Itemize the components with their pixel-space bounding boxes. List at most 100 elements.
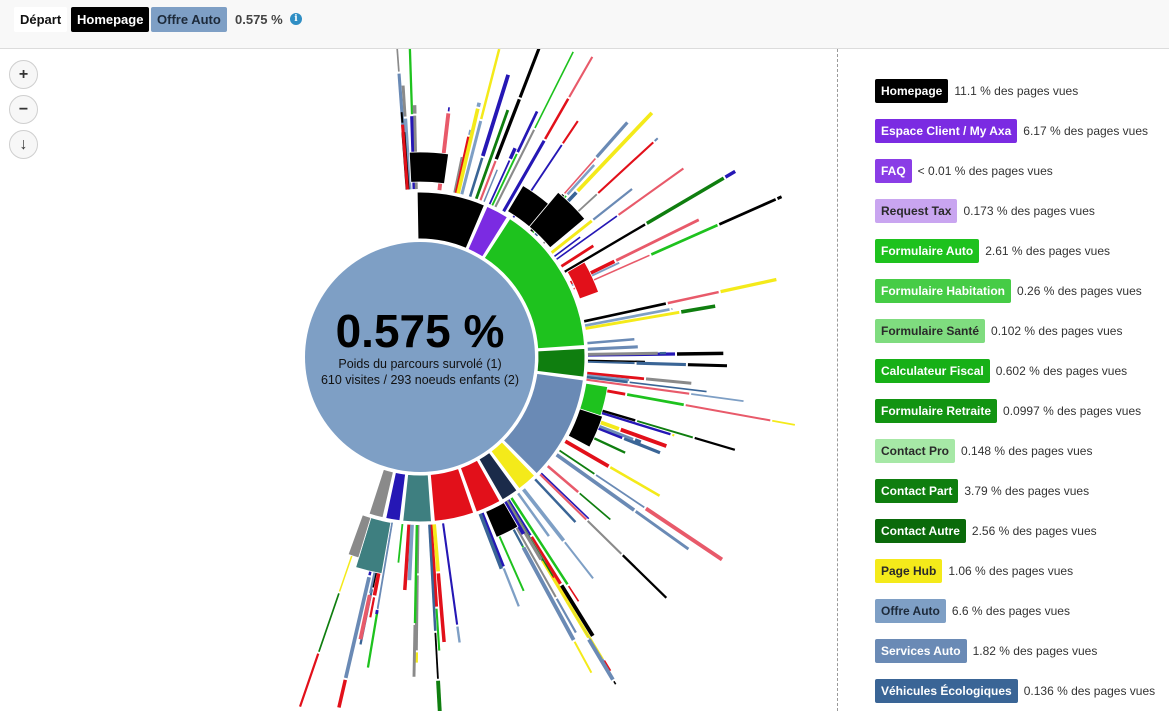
sunburst-ray[interactable]	[586, 375, 628, 384]
ring-segment[interactable]	[485, 501, 519, 538]
legend-item[interactable]: Request Tax 0.173 % des pages vues	[875, 199, 1095, 223]
ring-segment[interactable]	[528, 191, 586, 249]
sunburst-ray[interactable]	[587, 345, 638, 351]
ring-segment[interactable]	[478, 451, 518, 501]
sunburst-ray[interactable]	[540, 472, 590, 520]
sunburst-ray[interactable]	[481, 74, 510, 157]
sunburst-ray[interactable]	[691, 393, 744, 402]
sunburst-ray[interactable]	[564, 223, 646, 273]
sunburst-ray[interactable]	[559, 584, 595, 637]
sunburst-ray[interactable]	[510, 497, 569, 586]
ring-segment[interactable]	[536, 347, 586, 378]
sunburst-ray[interactable]	[597, 141, 654, 194]
sunburst-ray[interactable]	[645, 176, 725, 225]
legend-item[interactable]: Offre Auto 6.6 % des pages vues	[875, 599, 1070, 623]
sunburst-ray[interactable]	[534, 51, 574, 129]
sunburst-ray[interactable]	[318, 593, 340, 653]
legend-label[interactable]: Homepage	[875, 79, 949, 103]
sunburst-ray[interactable]	[375, 609, 379, 615]
ring-segment[interactable]	[429, 467, 475, 522]
sunburst-ray[interactable]	[554, 236, 581, 257]
sunburst-ray[interactable]	[503, 501, 526, 535]
legend-label[interactable]: Formulaire Habitation	[875, 279, 1012, 303]
ring-segment[interactable]	[490, 441, 536, 490]
sunburst-ray[interactable]	[454, 136, 470, 194]
sunburst-ray[interactable]	[337, 679, 348, 708]
sunburst-ray[interactable]	[517, 492, 550, 537]
sunburst-ray[interactable]	[456, 626, 461, 643]
legend-item[interactable]: Calculateur Fiscal 0.602 % des pages vues	[875, 359, 1127, 383]
sunburst-chart[interactable]: 0.575 % Poids du parcours survolé (1) 61…	[0, 49, 835, 711]
sunburst-ray[interactable]	[434, 632, 439, 679]
ring-segment[interactable]	[459, 459, 501, 513]
zoom-out-button[interactable]: −	[9, 95, 38, 124]
sunburst-ray[interactable]	[586, 378, 690, 395]
sunburst-ray[interactable]	[587, 359, 645, 363]
sunburst-ring-level-1[interactable]	[347, 151, 609, 575]
sunburst-ray[interactable]	[521, 546, 576, 641]
sunburst-ray[interactable]	[587, 351, 658, 356]
legend-label[interactable]: Contact Pro	[875, 439, 956, 463]
sunburst-outer-rays[interactable]	[299, 49, 796, 711]
legend-item[interactable]: Services Auto 1.82 % des pages vues	[875, 639, 1097, 663]
sunburst-ray[interactable]	[636, 420, 694, 439]
sunburst-ray[interactable]	[672, 433, 675, 437]
sunburst-ray[interactable]	[564, 439, 610, 468]
sunburst-ray[interactable]	[541, 560, 589, 639]
sunburst-ray[interactable]	[534, 478, 577, 523]
sunburst-ray[interactable]	[546, 465, 580, 494]
legend-item[interactable]: Véhicules Écologiques 0.136 % des pages v…	[875, 679, 1155, 703]
info-icon[interactable]: i	[290, 13, 302, 25]
ring-segment[interactable]	[402, 473, 433, 523]
sunburst-ray[interactable]	[522, 488, 566, 542]
sunburst-ray[interactable]	[636, 361, 686, 367]
sunburst-ray[interactable]	[626, 393, 684, 407]
sunburst-ray[interactable]	[474, 109, 510, 200]
sunburst-ray[interactable]	[436, 680, 442, 711]
sunburst-ray[interactable]	[613, 680, 617, 685]
sunburst-ray[interactable]	[595, 121, 629, 159]
sunburst-ray[interactable]	[567, 585, 580, 602]
legend-item[interactable]: Contact Part 3.79 % des pages vues	[875, 479, 1089, 503]
sunburst-ray[interactable]	[508, 147, 517, 160]
sunburst-ray[interactable]	[403, 524, 411, 591]
sunburst-ray[interactable]	[358, 594, 372, 640]
sunburst-ray[interactable]	[518, 49, 544, 99]
ring-segment[interactable]	[416, 191, 486, 250]
sunburst-ray[interactable]	[629, 381, 707, 393]
legend-label[interactable]: Formulaire Retraite	[875, 399, 998, 423]
sunburst-ray[interactable]	[468, 157, 484, 198]
legend-label[interactable]: Page Hub	[875, 559, 943, 583]
sunburst-ray[interactable]	[555, 453, 636, 512]
sunburst-ray[interactable]	[573, 641, 593, 674]
sunburst-ray[interactable]	[453, 156, 463, 193]
ring-segment[interactable]	[408, 151, 449, 185]
legend-item[interactable]: Formulaire Retraite 0.0997 % des pages vu…	[875, 399, 1141, 423]
sunburst-ray[interactable]	[394, 49, 400, 72]
sunburst-ray[interactable]	[595, 474, 645, 509]
sunburst-ray[interactable]	[555, 598, 577, 634]
sunburst-ray[interactable]	[654, 137, 659, 142]
sunburst-ray[interactable]	[583, 302, 667, 323]
legend-item[interactable]: Formulaire Habitation 0.26 % des pages vu…	[875, 279, 1142, 303]
sunburst-ray[interactable]	[491, 153, 518, 206]
legend-label[interactable]: Formulaire Auto	[875, 239, 980, 263]
sunburst-ray[interactable]	[413, 524, 419, 624]
sunburst-ray[interactable]	[539, 473, 587, 521]
legend-item[interactable]: Contact Pro 0.148 % des pages vues	[875, 439, 1092, 463]
sunburst-ray[interactable]	[566, 164, 596, 196]
breadcrumb-item-offre-auto[interactable]: Offre Auto	[151, 7, 227, 32]
legend-item[interactable]: Formulaire Santé 0.102 % des pages vues	[875, 319, 1122, 343]
sunburst-ray[interactable]	[432, 524, 440, 572]
sunburst-ray[interactable]	[502, 568, 520, 607]
sunburst-ray[interactable]	[414, 575, 419, 651]
sunburst-ray[interactable]	[587, 371, 645, 381]
sunburst-ray[interactable]	[412, 625, 417, 677]
legend-item[interactable]: Espace Client / My Axa 6.17 % des pages v…	[875, 119, 1148, 143]
sunburst-ray[interactable]	[776, 195, 783, 200]
sunburst-ray[interactable]	[634, 438, 642, 445]
sunburst-ray[interactable]	[621, 554, 668, 599]
legend-item[interactable]: FAQ < 0.01 % des pages vues	[875, 159, 1053, 183]
legend-item[interactable]: Formulaire Auto 2.61 % des pages vues	[875, 239, 1110, 263]
sunburst-ray[interactable]	[488, 160, 511, 205]
